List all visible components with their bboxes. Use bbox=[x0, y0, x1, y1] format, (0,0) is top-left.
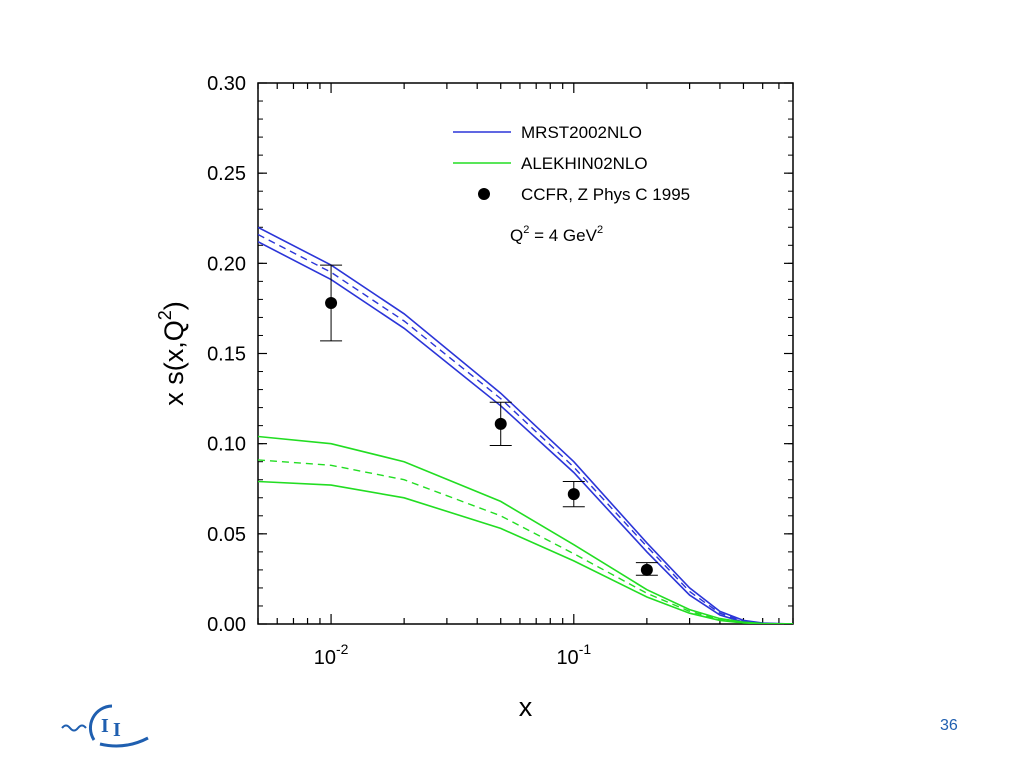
y-tick-label: 0.20 bbox=[207, 253, 246, 275]
legend-label: ALEKHIN02NLO bbox=[521, 154, 648, 173]
legend-label: MRST2002NLO bbox=[521, 123, 642, 142]
legend-marker bbox=[478, 188, 490, 200]
y-axis-title: x s(x,Q2) bbox=[155, 301, 189, 406]
band-lower-line bbox=[258, 240, 793, 624]
x-tick-label: 10-1 bbox=[556, 641, 591, 669]
y-tick-label: 0.10 bbox=[207, 434, 246, 456]
x-axis-title: x bbox=[519, 692, 533, 722]
data-point bbox=[567, 488, 580, 501]
band-upper-line bbox=[258, 226, 793, 624]
x-tick-label: 10-2 bbox=[314, 641, 349, 669]
data-point bbox=[325, 297, 338, 310]
plot-area bbox=[258, 226, 793, 624]
svg-text:I: I bbox=[113, 719, 121, 741]
y-tick-label: 0.05 bbox=[207, 524, 246, 546]
annotation-q2: Q2 = 4 GeV2 bbox=[510, 224, 603, 245]
y-tick-label: 0.15 bbox=[207, 344, 246, 366]
institute-logo: I I bbox=[61, 704, 149, 748]
data-point bbox=[494, 417, 507, 430]
band-upper-line bbox=[258, 435, 793, 624]
data-point bbox=[640, 563, 653, 576]
y-tick-label: 0.00 bbox=[207, 614, 246, 636]
legend-label: CCFR, Z Phys C 1995 bbox=[521, 185, 690, 204]
y-tick-label: 0.25 bbox=[207, 163, 246, 185]
band-lower-line bbox=[258, 480, 793, 624]
page-number: 36 bbox=[940, 717, 958, 734]
band-central-line bbox=[258, 459, 793, 624]
svg-text:I: I bbox=[101, 715, 109, 737]
y-tick-label: 0.30 bbox=[207, 73, 246, 95]
